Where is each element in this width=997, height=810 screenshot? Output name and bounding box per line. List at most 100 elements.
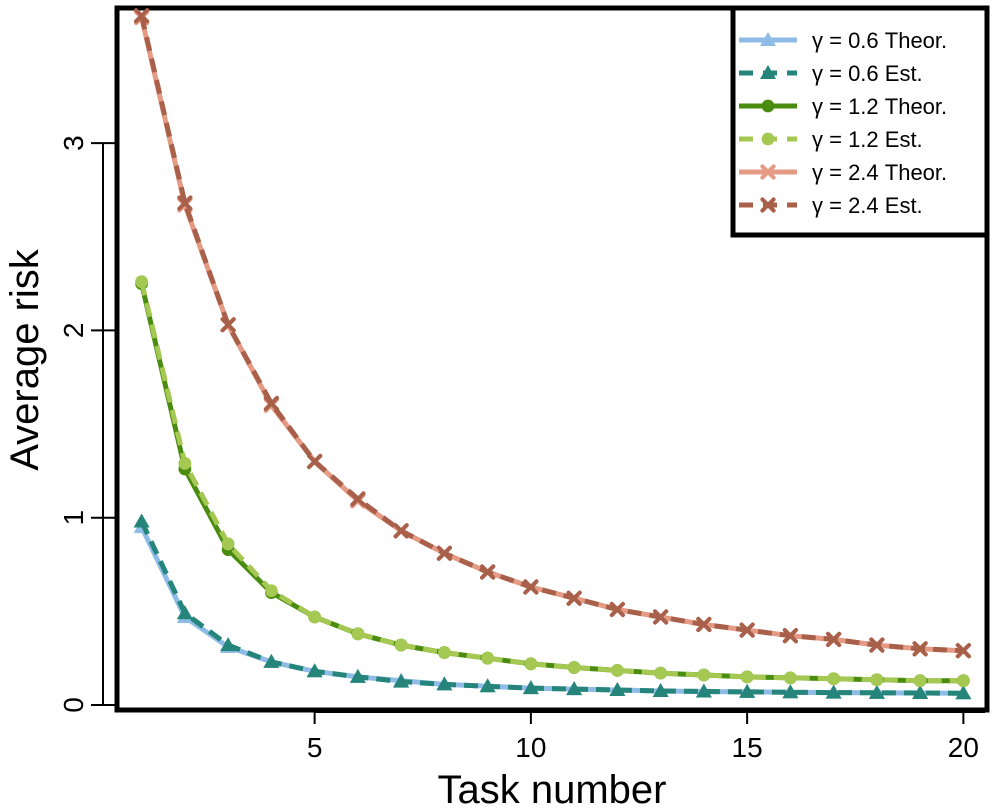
data-point [524,657,538,671]
data-point [176,605,193,620]
data-point [696,616,712,633]
data-point [522,680,539,695]
data-point [436,545,452,561]
y-axis: 0 1 2 3 [58,135,117,713]
legend-entry: γ = 1.2 Est. [739,127,923,152]
data-point [955,643,971,659]
data-point [955,685,972,700]
legend-entry: γ = 0.6 Est. [739,61,923,86]
x-tick-label: 5 [307,732,323,763]
legend-label: γ = 2.4 Est. [812,193,923,218]
data-point [740,670,754,684]
y-tick-label: 1 [58,510,89,526]
data-point [134,8,150,24]
data-point [566,590,582,606]
data-point [263,653,280,668]
data-point [697,668,711,682]
data-point [437,646,451,659]
y-axis-title: Average risk [3,248,47,471]
data-point [351,627,365,641]
data-point [308,610,322,624]
data-point [393,523,409,539]
legend-entry: γ = 0.6 Theor. [739,28,947,53]
data-point [133,513,150,528]
data-point [350,491,366,507]
data-point [436,676,453,691]
data-point [869,637,885,653]
data-point [826,631,842,648]
y-tick-label: 3 [58,135,89,151]
data-point [825,684,842,699]
series-6 [134,8,971,659]
data-point [956,674,970,688]
data-point [609,601,625,618]
series-layer [133,8,972,700]
legend-entry: γ = 2.4 Est. [739,193,923,218]
data-point [652,682,669,697]
data-point [654,666,668,680]
series-line [139,15,964,654]
data-point [870,673,884,687]
series-line [139,520,964,696]
data-point [610,663,624,677]
data-point [912,641,928,657]
data-point [306,663,323,678]
data-point [782,684,799,699]
data-point [782,628,798,644]
data-point [739,683,756,698]
data-point [220,317,236,333]
legend-entry: γ = 1.2 Theor. [739,94,947,119]
legend-swatch-marker [760,32,776,46]
legend-entry: γ = 2.4 Theor. [739,160,947,185]
data-point [912,685,929,700]
data-point [263,395,279,412]
legend-swatch-marker [761,99,775,113]
data-point [566,681,583,696]
x-tick-label: 15 [732,732,763,763]
data-point [523,579,539,595]
data-point [567,661,581,674]
x-tick-label: 10 [515,732,546,763]
data-point [349,668,366,683]
legend-swatch-marker [761,132,775,146]
legend-label: γ = 0.6 Theor. [812,28,947,53]
legend-swatch-marker [760,65,776,79]
data-point [393,673,410,688]
data-point [695,683,712,698]
data-point [307,453,323,470]
series-4 [135,275,970,688]
legend: γ = 0.6 Theor. γ = 0.6 Est. γ = 1.2 Theor.… [730,5,990,238]
legend-label: γ = 1.2 Theor. [812,94,947,119]
data-point [868,684,885,699]
legend-entries: γ = 0.6 Theor. γ = 0.6 Est. γ = 1.2 Theor.… [739,28,947,218]
x-axis: 5 10 15 20 [307,710,985,763]
data-point [739,622,755,638]
data-point [479,678,496,693]
series-2 [133,513,972,700]
data-point [264,584,278,598]
legend-swatch-marker [760,197,776,213]
data-point [220,637,237,652]
data-point [913,674,927,688]
data-point [394,638,408,652]
legend-label: γ = 0.6 Est. [812,61,923,86]
y-tick-label: 0 [58,697,89,713]
data-point [609,682,626,697]
data-point [481,651,495,665]
y-tick-label: 2 [58,323,89,339]
series-line [139,281,964,684]
data-point [221,537,235,551]
x-tick-label: 20 [948,732,979,763]
legend-label: γ = 1.2 Est. [812,127,923,152]
data-point [177,195,193,211]
data-point [653,609,669,625]
data-point [783,671,797,685]
data-point [135,275,149,289]
data-point [178,456,192,470]
data-point [827,672,841,686]
legend-swatch-marker [760,164,776,180]
x-axis-title: Task number [438,768,667,810]
legend-label: γ = 2.4 Theor. [812,160,947,185]
data-point [480,564,496,580]
